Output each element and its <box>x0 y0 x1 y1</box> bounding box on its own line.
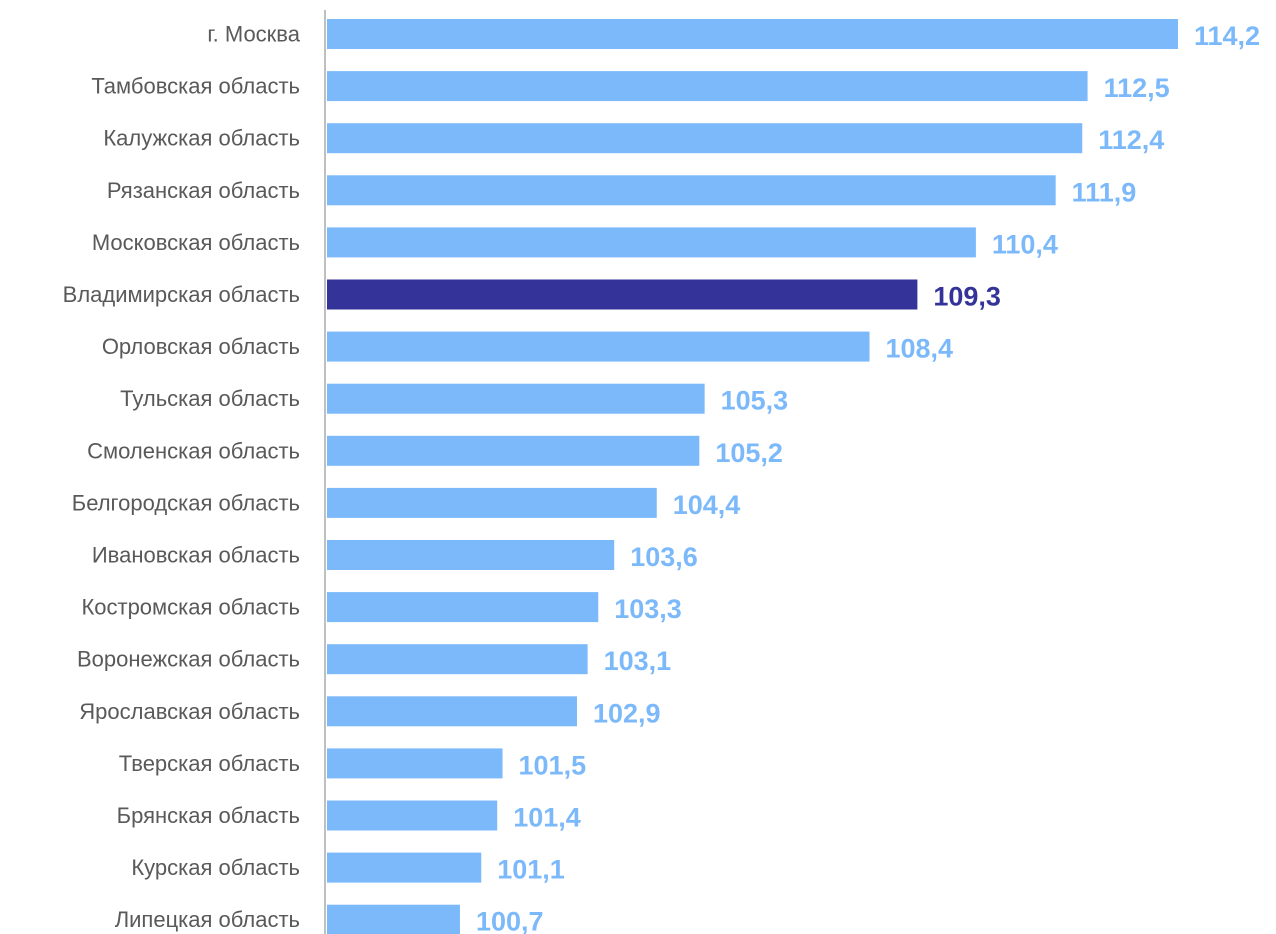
value-label: 103,3 <box>614 594 682 624</box>
category-label: Орловская область <box>102 334 300 359</box>
value-label: 111,9 <box>1072 177 1137 207</box>
bar <box>327 904 460 934</box>
bar <box>327 383 705 414</box>
category-labels-layer: г. Москва Тамбовская область Калужская обл… <box>63 22 301 933</box>
bar <box>327 123 1083 154</box>
value-label: 114,2 <box>1194 21 1260 51</box>
bar <box>327 331 870 362</box>
category-label: Смоленская область <box>87 438 300 463</box>
value-label: 108,4 <box>886 334 954 364</box>
category-label: Курская область <box>131 855 300 880</box>
value-label: 112,5 <box>1104 73 1170 103</box>
bar <box>327 71 1088 102</box>
category-label: Тульская область <box>120 386 300 411</box>
bar <box>327 852 482 883</box>
bar <box>327 175 1056 206</box>
category-label: Владимирская область <box>63 282 300 307</box>
value-label: 112,4 <box>1098 125 1164 155</box>
value-label: 101,5 <box>519 750 587 780</box>
bar <box>327 592 599 623</box>
bar <box>327 487 657 518</box>
bar <box>327 279 918 310</box>
category-label: Ярославская область <box>79 699 300 724</box>
value-label: 109,3 <box>933 282 1001 312</box>
value-label: 103,1 <box>604 646 672 676</box>
bar <box>327 748 503 779</box>
value-label: 105,3 <box>721 386 789 416</box>
category-label: Липецкая область <box>115 907 300 932</box>
value-label: 100,7 <box>476 907 544 934</box>
category-label: г. Москва <box>207 22 300 47</box>
value-label: 102,9 <box>593 698 661 728</box>
category-label: Московская область <box>92 230 300 255</box>
value-labels-layer: 114,2 112,5 112,4 111,9 110,4 109,3 108,4 105,3… <box>476 21 1260 934</box>
value-label: 103,6 <box>630 542 698 572</box>
category-label: Брянская область <box>117 803 300 828</box>
category-label: Костромская область <box>81 595 300 620</box>
category-label: Калужская область <box>103 126 300 151</box>
category-label: Рязанская область <box>107 178 300 203</box>
value-label: 101,1 <box>497 855 565 885</box>
bar <box>327 800 498 831</box>
bars-layer <box>327 19 1178 934</box>
bar <box>327 644 588 675</box>
value-label: 101,4 <box>513 803 581 833</box>
bar <box>327 19 1178 49</box>
bar <box>327 540 615 570</box>
bar <box>327 696 577 727</box>
value-label: 105,2 <box>715 438 783 468</box>
bar <box>327 227 976 258</box>
category-label: Воронежская область <box>77 647 300 672</box>
category-label: Тверская область <box>119 751 300 776</box>
value-label: 104,4 <box>673 490 741 520</box>
category-label: Ивановская область <box>92 543 300 568</box>
category-label: Белгородская область <box>72 490 300 515</box>
bar <box>327 435 700 466</box>
value-label: 110,4 <box>992 229 1058 259</box>
category-label: Тамбовская область <box>91 74 300 99</box>
